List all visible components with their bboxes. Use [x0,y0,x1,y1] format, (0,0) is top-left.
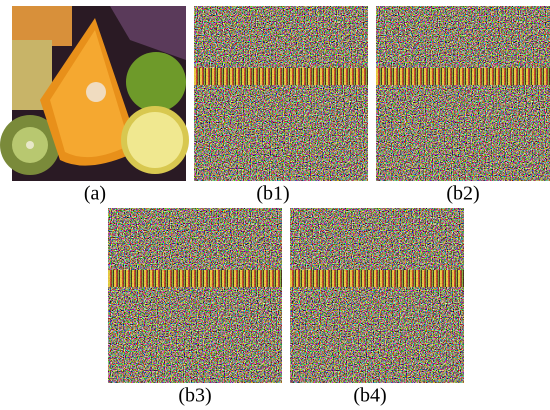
caption: (b4) [353,385,386,407]
cipher-image [194,6,368,181]
page: (a) (b1) (b2) (b3) (b4) (() => { const d… [0,0,550,410]
caption: (b3) [178,385,211,407]
caption: (b1) [256,183,289,205]
cipher-image [290,208,464,383]
plain-image [0,6,189,181]
caption: (b2) [446,183,479,205]
figure: (a) (b1) (b2) (b3) (b4) [0,0,550,410]
caption: (a) [84,183,106,205]
cipher-image [108,208,282,383]
cipher-image [376,6,550,181]
